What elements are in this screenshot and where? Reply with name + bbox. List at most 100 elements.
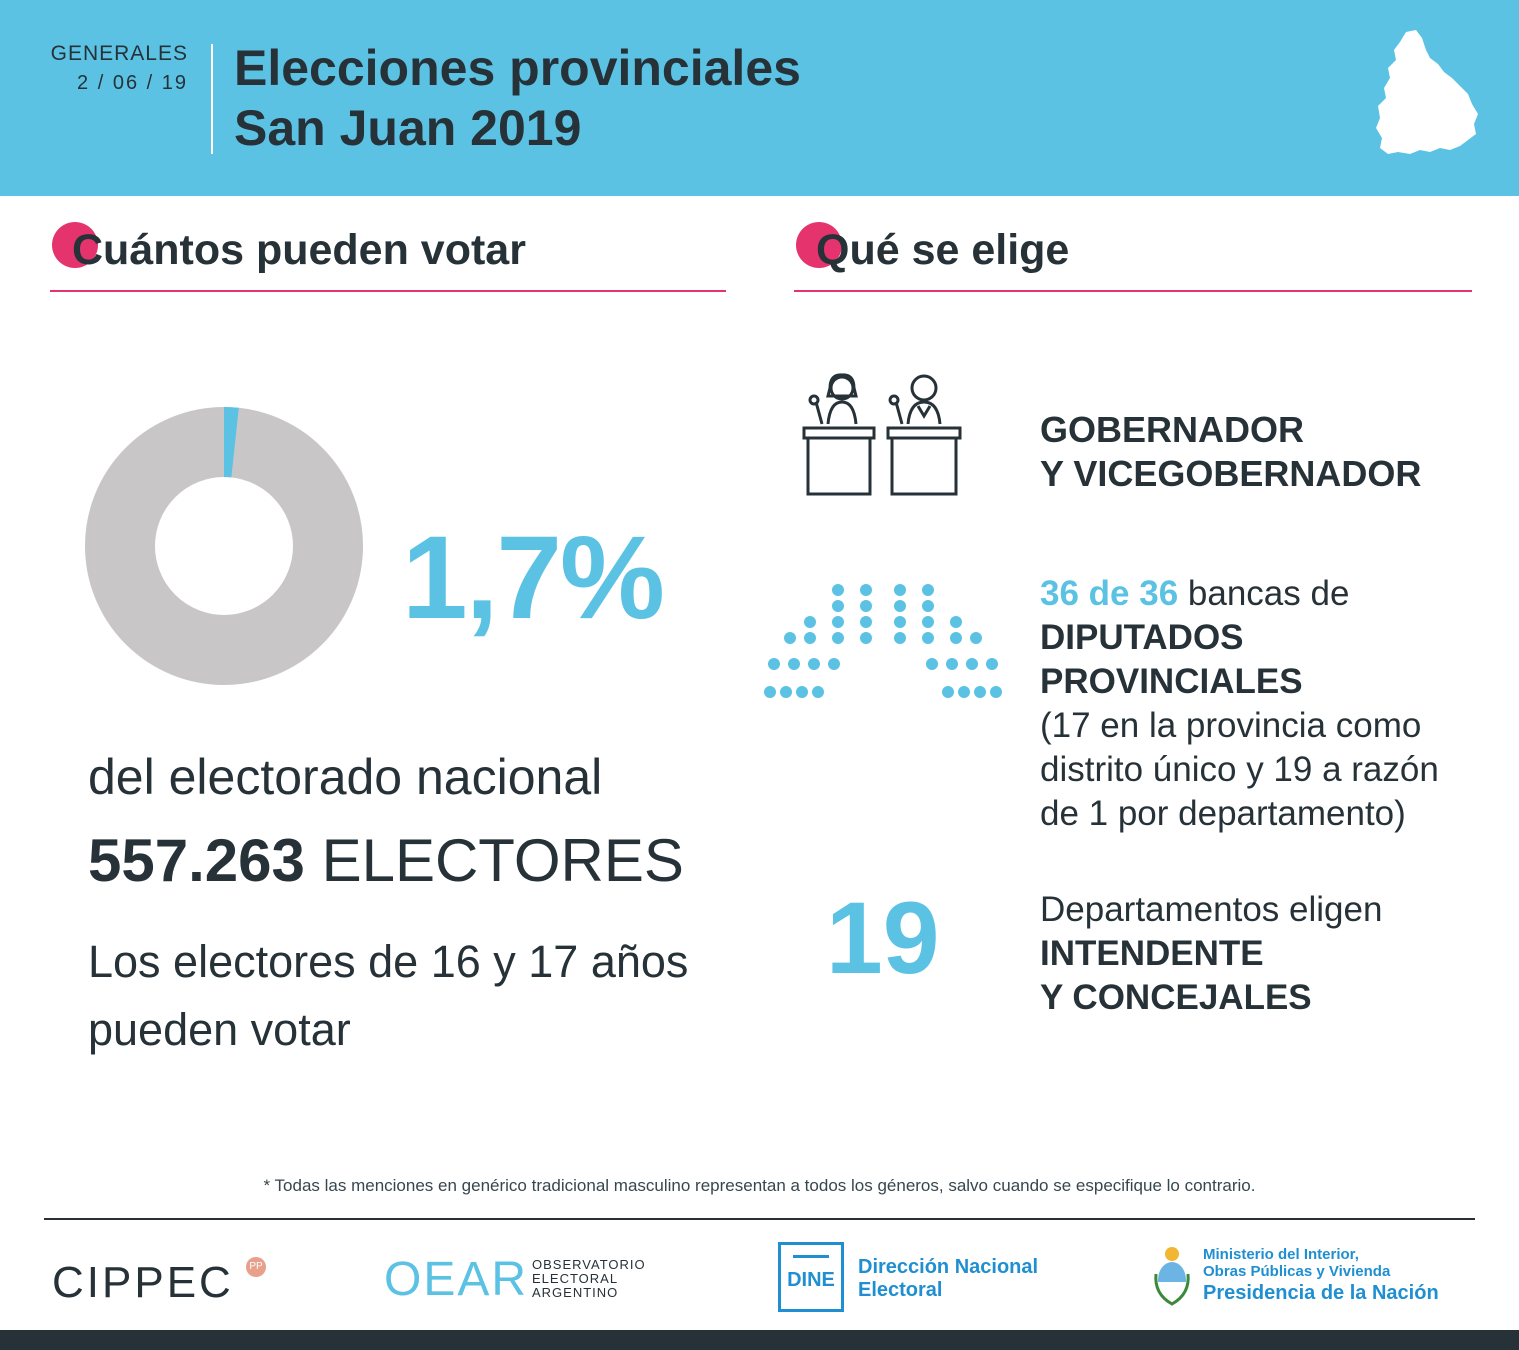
heading-dot: [796, 222, 842, 268]
ministry-name: Ministerio del Interior, Obras Públicas …: [1203, 1246, 1439, 1306]
seat-dot: [804, 632, 816, 644]
heading-elected-text: Qué se elige: [816, 226, 1070, 274]
podium-icon: [802, 373, 962, 496]
deputies-text: 36 de 36 bancas de DIPUTADOS PROVINCIALE…: [1040, 572, 1439, 836]
governor-line-2: Y VICEGOBERNADOR: [1040, 453, 1422, 494]
seat-dot: [986, 658, 998, 670]
seat-dot: [788, 658, 800, 670]
electorate-text: del electorado nacional: [88, 749, 603, 805]
seat-dot: [946, 658, 958, 670]
seat-dot: [812, 686, 824, 698]
governor-text: GOBERNADOR Y VICEGOBERNADOR: [1040, 408, 1421, 496]
heading-rule: [794, 290, 1472, 292]
oear-logo: OEAR: [384, 1253, 529, 1306]
seat-dot: [990, 686, 1002, 698]
seat-dot: [768, 658, 780, 670]
seat-dot: [926, 658, 938, 670]
seat-dot: [966, 658, 978, 670]
seat-dot: [780, 686, 792, 698]
oear-sub-1: OBSERVATORIO: [532, 1257, 646, 1272]
departments-line: Departamentos eligen: [1040, 890, 1383, 929]
footnote: * Todas las menciones en genérico tradic…: [263, 1176, 1256, 1195]
departments-count: 19: [826, 881, 940, 995]
seat-dot: [894, 616, 906, 628]
seat-dot: [970, 632, 982, 644]
governor-line-1: GOBERNADOR: [1040, 409, 1305, 450]
electors-line: 557.263 ELECTORES: [88, 826, 684, 895]
election-date: GENERALES 2 / 06 / 19: [30, 42, 188, 95]
donut-share-slice: [224, 407, 239, 478]
title-line-2: San Juan 2019: [234, 100, 582, 156]
deputies-line-2: PROVINCIALES: [1040, 662, 1303, 701]
title-line-1: Elecciones provinciales: [234, 40, 801, 96]
seats-line: 36 de 36 bancas de: [1040, 572, 1439, 616]
seat-dot: [832, 632, 844, 644]
seat-dot: [950, 616, 962, 628]
seat-dot: [894, 600, 906, 612]
mayor-line: INTENDENTE: [1040, 934, 1264, 973]
section-heading-voters: Cuántos pueden votar: [50, 218, 726, 294]
dine-name-1: Dirección Nacional: [858, 1256, 1039, 1278]
cippec-badge: PP: [246, 1257, 266, 1277]
seat-dot: [832, 584, 844, 596]
section-heading-elected: Qué se elige: [794, 218, 1472, 294]
youth-text: Los electores de 16 y 17 años pueden vot…: [88, 936, 689, 1055]
seats-text: bancas de: [1187, 574, 1350, 613]
electorate-donut-chart: [85, 407, 363, 685]
seat-dot: [922, 632, 934, 644]
argentina-coat-of-arms-icon: [1154, 1247, 1190, 1306]
deputies-line-1: DIPUTADOS: [1040, 618, 1244, 657]
ministry-line-2: Obras Públicas y Vivienda: [1203, 1263, 1391, 1280]
header-banner: GENERALES 2 / 06 / 19 Elecciones provinc…: [0, 0, 1519, 196]
legislature-seats-icon: [764, 584, 1002, 698]
heading-rule: [50, 290, 726, 292]
seat-dot: [828, 658, 840, 670]
ministry-line-1: Ministerio del Interior,: [1203, 1246, 1359, 1263]
seat-dot: [860, 600, 872, 612]
ministry-line-3: Presidencia de la Nación: [1203, 1282, 1439, 1304]
seat-dot: [804, 616, 816, 628]
header-divider: [211, 44, 213, 154]
oear-sub-3: ARGENTINO: [532, 1285, 619, 1300]
date-value: 2 / 06 / 19: [77, 72, 188, 94]
heading-dot: [52, 222, 98, 268]
seat-dot: [974, 686, 986, 698]
san-juan-map-icon: [1376, 30, 1478, 154]
cippec-logo: CIPPEC: [52, 1258, 234, 1307]
seat-dot: [894, 632, 906, 644]
date-label: GENERALES: [50, 42, 188, 65]
deputies-note-3: de 1 por departamento): [1040, 794, 1406, 833]
seat-dot: [764, 686, 776, 698]
seat-dot: [958, 686, 970, 698]
dine-logo-bar: [793, 1255, 829, 1258]
seat-dot: [860, 616, 872, 628]
seat-dot: [832, 616, 844, 628]
oear-subtitle: OBSERVATORIO ELECTORAL ARGENTINO: [532, 1258, 646, 1300]
electors-label: ELECTORES: [321, 827, 684, 894]
deputies-note-2: distrito único y 19 a razón: [1040, 750, 1439, 789]
seat-dot: [784, 632, 796, 644]
seat-dot: [922, 600, 934, 612]
departments-text: Departamentos eligen INTENDENTE Y CONCEJ…: [1040, 888, 1382, 1020]
council-line: Y CONCEJALES: [1040, 978, 1312, 1017]
seat-dot: [942, 686, 954, 698]
footer-rule: [44, 1218, 1475, 1220]
oear-sub-2: ELECTORAL: [532, 1271, 619, 1286]
heading-voters-text: Cuántos pueden votar: [72, 226, 526, 274]
dine-name: Dirección Nacional Electoral: [858, 1256, 1038, 1302]
electors-number: 557.263: [88, 827, 305, 894]
seat-dot: [832, 600, 844, 612]
dine-logo: DINE: [778, 1242, 844, 1312]
seat-dot: [808, 658, 820, 670]
seat-dot: [922, 616, 934, 628]
dine-name-2: Electoral: [858, 1279, 943, 1301]
seat-dot: [950, 632, 962, 644]
bottom-bar: [0, 1330, 1519, 1350]
percent-value: 1,7%: [402, 512, 665, 644]
seat-dot: [922, 584, 934, 596]
seat-dot: [860, 632, 872, 644]
seat-dot: [894, 584, 906, 596]
dine-logo-text: DINE: [787, 1269, 835, 1291]
seat-dot: [796, 686, 808, 698]
page-title: Elecciones provinciales San Juan 2019: [234, 38, 801, 158]
